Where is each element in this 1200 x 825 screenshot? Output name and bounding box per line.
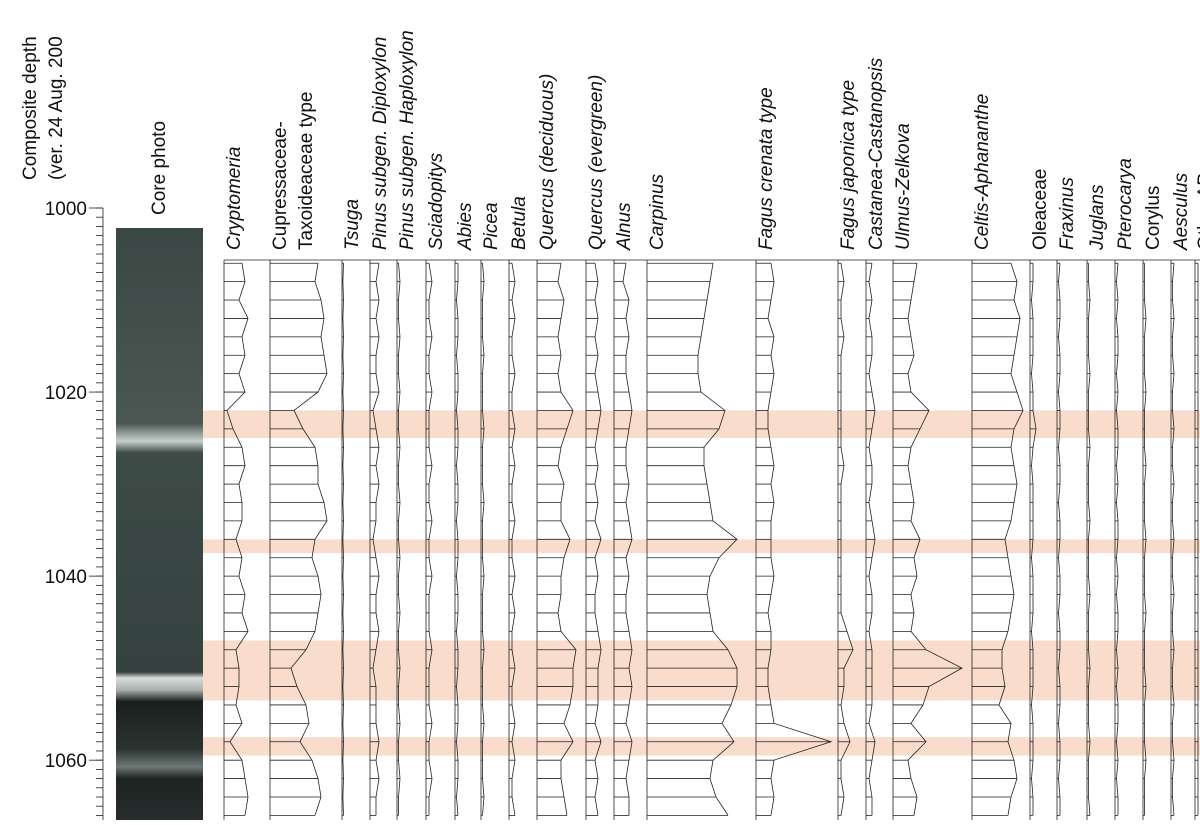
curve: [868, 263, 876, 816]
taxon-label: Carpinus: [647, 173, 668, 250]
curve: [767, 263, 833, 816]
taxon-label: Cupressaceae-: [270, 121, 291, 250]
axis-label: Composite depth: [20, 36, 41, 180]
curve: [428, 263, 433, 816]
taxon-label: Other AP: [1195, 173, 1200, 250]
core-photo: [116, 228, 203, 820]
curve: [342, 263, 344, 816]
curve: [907, 263, 963, 816]
taxon-label: Pterocarya: [1115, 158, 1136, 250]
taxon-label: Pinus subgen. Diploxylon: [370, 37, 391, 250]
taxon-label: Pinus subgen. Haploxylon: [397, 30, 418, 250]
taxon-label: Celtis-Aphananthe: [972, 94, 993, 250]
curve: [998, 263, 1024, 816]
curve: [557, 263, 577, 816]
taxon-label: Abies: [455, 202, 476, 251]
taxon-label: Picea: [481, 202, 502, 250]
highlight-band: [203, 640, 1200, 701]
highlight-band: [203, 410, 1200, 439]
curve: [840, 263, 854, 816]
curve: [1058, 263, 1061, 816]
plot: 1000 1020 1040 1060 Cryptomeria Cupressaceae-…: [45, 30, 1200, 820]
curve: [1172, 263, 1175, 816]
curve: [622, 263, 633, 816]
curve: [697, 263, 738, 816]
curve: [290, 263, 328, 816]
curve: [226, 263, 249, 816]
y-tick-label: 1040: [45, 567, 87, 588]
curve: [1116, 263, 1119, 816]
curve: [482, 263, 485, 816]
taxon-label: Betula: [509, 196, 530, 250]
taxon-label: Aesculus: [1171, 172, 1192, 251]
taxon-label: Oleaceae: [1030, 169, 1051, 250]
highlight-band: [203, 737, 1200, 756]
curve: [1031, 263, 1037, 816]
taxon-label: Fagus crenata type: [756, 87, 777, 250]
taxon-label: Cryptomeria: [224, 147, 245, 250]
taxon-label: Fagus japonica type: [838, 80, 859, 250]
taxon-label: Ulmus-Zelkova: [893, 123, 914, 250]
taxon-label: Fraxinus: [1057, 177, 1078, 250]
taxon-label: Taxoideaceae type: [296, 92, 317, 250]
curve: [372, 263, 380, 816]
curve: [456, 263, 459, 816]
curve: [1088, 263, 1091, 816]
curve: [398, 263, 401, 816]
taxon-label: Corylus: [1143, 186, 1164, 250]
y-tick-label: 1060: [45, 751, 87, 772]
taxon-label: Juglans: [1087, 184, 1108, 251]
curve: [1144, 263, 1147, 816]
curve: [511, 263, 516, 816]
y-tick-label: 1000: [45, 199, 87, 220]
taxon-label: Alnus: [614, 202, 635, 251]
taxon-label: Sciadopitys: [426, 152, 447, 250]
highlights: [203, 410, 1200, 756]
taxon-label: Tsuga: [342, 199, 363, 250]
y-tick-label: 1020: [45, 383, 87, 404]
taxon-label: Quercus (evergreen): [586, 75, 607, 250]
taxon-label: Castanea-Castanopsis: [866, 57, 887, 250]
highlight-band: [203, 539, 1200, 554]
photo-label: Core photo: [149, 121, 170, 215]
curve: [594, 263, 602, 816]
taxon-label: Quercus (deciduous): [537, 74, 558, 250]
axis-label: (ver. 24 Aug. 200: [46, 36, 67, 180]
